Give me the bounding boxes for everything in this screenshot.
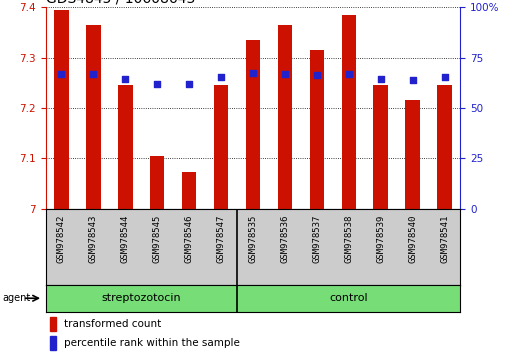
- Bar: [405, 101, 419, 209]
- Text: GSM978536: GSM978536: [280, 215, 289, 263]
- Text: GSM978543: GSM978543: [89, 215, 98, 263]
- Text: control: control: [329, 293, 367, 303]
- Bar: [309, 50, 323, 209]
- Point: [185, 81, 193, 87]
- Bar: [49, 317, 56, 331]
- Bar: [54, 10, 69, 209]
- Point: [89, 71, 97, 76]
- Bar: [245, 40, 260, 209]
- Bar: [49, 336, 56, 350]
- Text: GSM978538: GSM978538: [343, 215, 352, 263]
- Text: GDS4845 / 10608643: GDS4845 / 10608643: [45, 0, 194, 6]
- Bar: [277, 25, 291, 209]
- Text: percentile rank within the sample: percentile rank within the sample: [64, 338, 239, 348]
- Text: GSM978540: GSM978540: [407, 215, 416, 263]
- Bar: [118, 85, 132, 209]
- Point: [217, 74, 225, 80]
- Text: GSM978547: GSM978547: [216, 215, 225, 263]
- Bar: [86, 25, 100, 209]
- Point: [312, 72, 320, 78]
- Text: GSM978535: GSM978535: [248, 215, 257, 263]
- Text: GSM978544: GSM978544: [121, 215, 130, 263]
- Text: agent: agent: [3, 293, 31, 303]
- Bar: [373, 85, 387, 209]
- Point: [344, 71, 352, 76]
- Point: [153, 81, 161, 87]
- Bar: [182, 172, 196, 209]
- Point: [121, 76, 129, 81]
- Bar: [150, 156, 164, 209]
- Text: GSM978537: GSM978537: [312, 215, 321, 263]
- Text: GSM978542: GSM978542: [57, 215, 66, 263]
- Text: transformed count: transformed count: [64, 319, 161, 329]
- Text: GSM978546: GSM978546: [184, 215, 193, 263]
- Point: [248, 70, 257, 75]
- Text: GSM978539: GSM978539: [375, 215, 384, 263]
- Point: [376, 76, 384, 81]
- Text: streptozotocin: streptozotocin: [102, 293, 181, 303]
- Point: [58, 71, 66, 76]
- Bar: [214, 85, 228, 209]
- Bar: [341, 15, 355, 209]
- Point: [439, 74, 447, 80]
- Point: [408, 78, 416, 83]
- Bar: [436, 85, 451, 209]
- Text: GSM978541: GSM978541: [439, 215, 448, 263]
- Text: GSM978545: GSM978545: [153, 215, 162, 263]
- Point: [280, 71, 288, 76]
